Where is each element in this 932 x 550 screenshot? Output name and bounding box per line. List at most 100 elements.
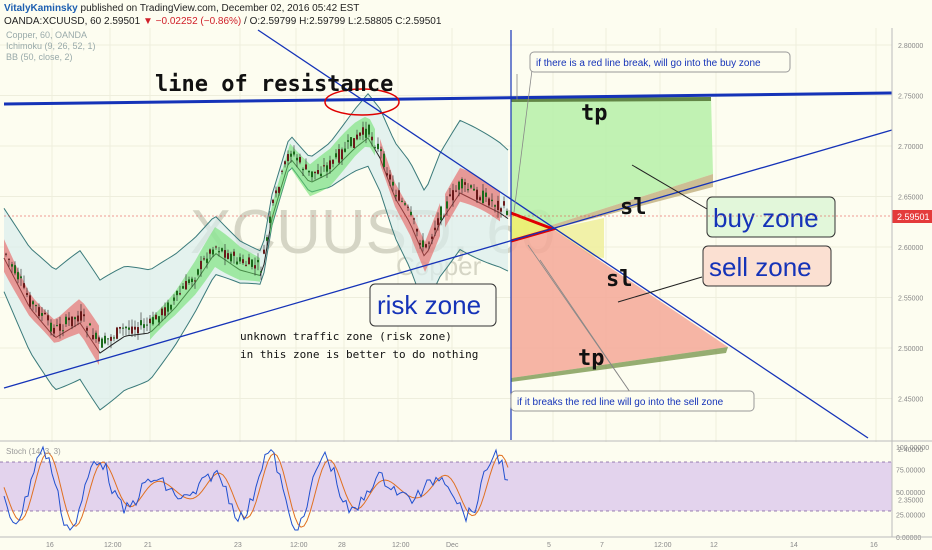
candle-body [482,190,484,204]
descending-trendline [257,29,869,439]
candle-body [413,218,415,220]
candle-body [149,318,151,324]
candle-body [308,170,310,173]
price-tick-label: 2.50000 [898,346,923,353]
candle-body [368,124,370,135]
candle-body [470,185,472,188]
candle-body [317,170,319,174]
candle-body [29,295,31,307]
price-tick-label: 2.45000 [898,397,923,404]
candle-body [224,250,226,258]
symbol-line: OANDA:XCUUSD, 60 2.59501 ▼ −0.02252 (−0.… [4,16,441,27]
candle-body [455,190,457,192]
candle-body [350,137,352,147]
candle-body [281,170,283,172]
time-tick-label: 23 [234,542,242,549]
candle-body [293,151,295,155]
candle-body [314,171,316,174]
stoch-k-line [3,445,509,531]
candle-body [188,279,190,284]
time-tick-label: 16 [46,542,54,549]
candle-body [17,272,19,280]
price-tick-label: 2.65000 [898,195,923,202]
candle-body [89,323,91,326]
candle-body [449,194,451,196]
stoch-legend: Stoch (14, 3, 3) [6,447,61,456]
price-tick-label: 2.40000 [898,447,923,454]
candle-body [38,307,40,317]
candle-body [173,297,175,301]
candle-body [59,323,61,331]
candle-body [62,330,64,332]
sell-zone-label: sell zone [709,252,812,282]
candle-body [251,259,253,267]
candle-body [332,159,334,164]
cloud-segment [150,227,260,340]
current-price-text: 2.59501 [897,212,930,222]
stoch-tick-label: 75.00000 [896,468,925,475]
candle-body [206,258,208,263]
candle-body [416,228,418,232]
candle-body [80,311,82,321]
candle-body [8,258,10,260]
buy-note-pointer [513,69,533,213]
candle-body [50,322,52,332]
candle-body [305,164,307,170]
stoch-tick-label: 25.00000 [896,513,925,520]
candle-body [422,240,424,248]
time-tick-label: Dec [446,542,459,549]
candle-body [341,149,343,160]
candle-body [389,174,391,180]
candle-body [83,314,85,317]
candle-body [479,197,481,201]
stoch-tick-label: 50.00000 [896,490,925,497]
candle-body [101,338,103,348]
candle-body [272,199,274,204]
candle-body [47,315,49,321]
price-tick-label: 2.75000 [898,94,923,101]
candle-body [155,314,157,320]
author-link[interactable]: VitalyKaminsky [4,3,78,14]
stoch-axis: 100.00000 75.00000 50.00000 25.00000 0.00000 [896,445,929,542]
sell-connector [617,276,703,303]
candle-body [227,253,229,259]
candle-body [185,281,187,290]
candle-body [329,160,331,170]
candle-body [119,327,121,329]
sl-bottom-label: sl [606,267,633,292]
candle-body [425,244,427,248]
candle-body [254,265,256,269]
candle-body [404,203,406,205]
stoch-lines [3,445,509,531]
candle-body [35,305,37,307]
candles [5,121,508,349]
candle-body [386,173,388,176]
candle-body [401,200,403,202]
candle-body [203,258,205,260]
candle-body [77,315,79,322]
candle-body [434,227,436,231]
candle-body [458,181,460,190]
candle-body [362,127,364,135]
candle-body [143,324,145,328]
candle-body [296,157,298,161]
candle-body [476,189,478,200]
candle-body [257,259,259,263]
price-tick-label: 2.60000 [898,245,923,252]
candle-body [215,246,217,248]
candle-body [494,205,496,207]
candle-body [506,210,508,215]
stoch-tick-label: 0.00000 [896,535,921,542]
candle-body [323,165,325,167]
candle-body [128,327,130,330]
candle-body [104,335,106,344]
candle-body [86,327,88,331]
time-tick-label: 5 [547,542,551,549]
candle-body [239,257,241,262]
candle-body [338,149,340,163]
time-tick-label: 14 [790,542,798,549]
time-tick-label: 12 [710,542,718,549]
candle-body [437,218,439,225]
candle-body [23,283,25,288]
resistance-label: line of resistance [155,72,393,97]
